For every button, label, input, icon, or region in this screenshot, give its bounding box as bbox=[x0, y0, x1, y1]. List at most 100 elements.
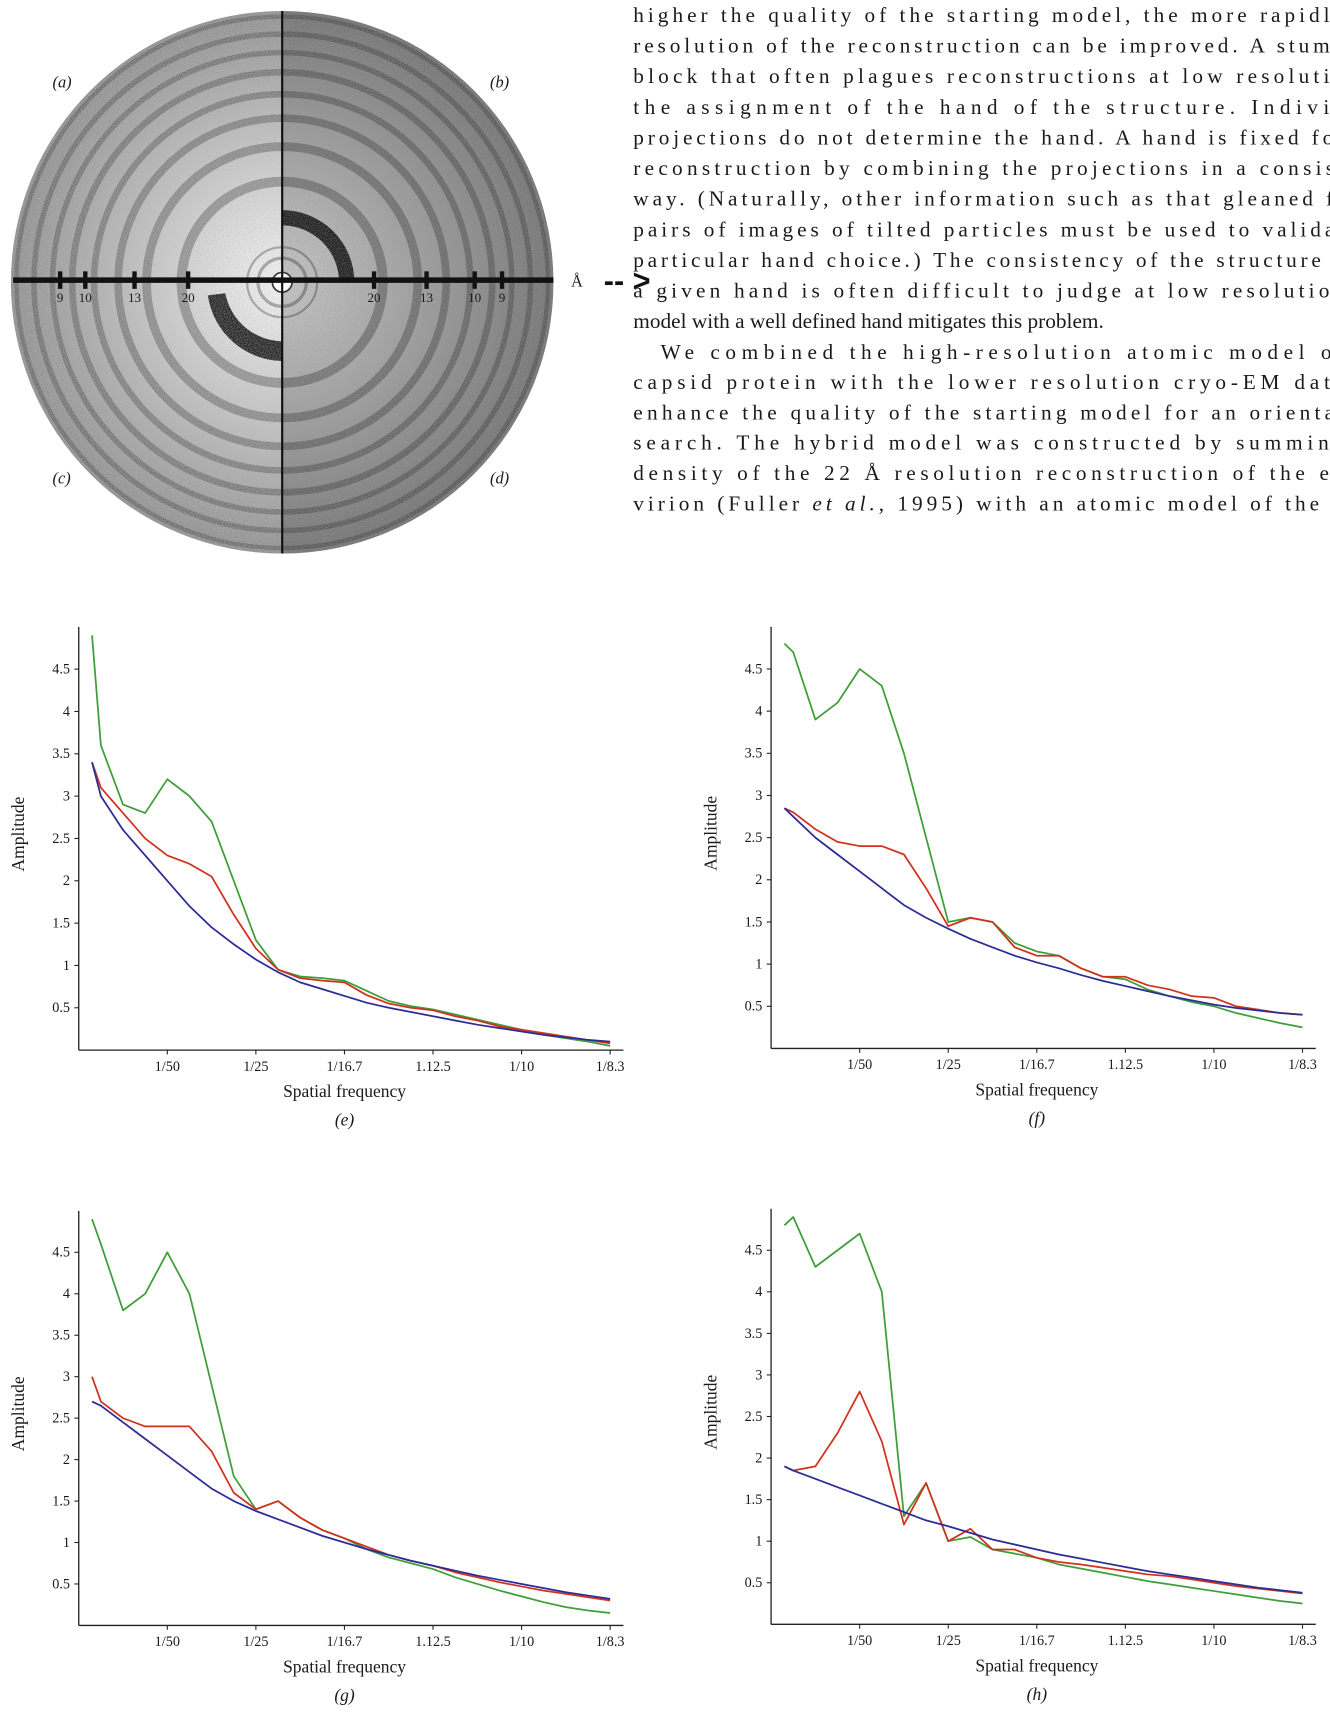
y-tick-label: 4.5 bbox=[745, 1243, 763, 1259]
text-line: projections do not determine the hand. A… bbox=[633, 125, 1330, 149]
y-tick-label: 1 bbox=[755, 1534, 762, 1550]
text-line: a given hand is often difficult to judge… bbox=[633, 279, 1330, 303]
unit-label: Å bbox=[571, 272, 583, 291]
chart: 0.5 1 1.5 2 2.5 3 3.5 4 4.5 1/50 1/25 1/16.7 1.12.5 1… bbox=[700, 1208, 1317, 1704]
y-tick-label: 3 bbox=[755, 1367, 762, 1383]
x-tick-label: 1/8.3 bbox=[596, 1059, 625, 1075]
scale-label: 10 bbox=[79, 290, 93, 305]
scale-label: 20 bbox=[182, 290, 196, 305]
x-tick-label: 1/10 bbox=[1201, 1057, 1226, 1073]
y-tick-label: 4 bbox=[755, 704, 762, 720]
panel-label: (g) bbox=[334, 1685, 355, 1705]
data-line bbox=[91, 1376, 611, 1602]
text-line: capsid protein with the lower resolution… bbox=[633, 370, 1330, 394]
x-tick-label: 1/50 bbox=[847, 1057, 872, 1073]
data-line bbox=[91, 1218, 611, 1614]
text-line: search. The hybrid model was constructed… bbox=[633, 431, 1330, 455]
body-text: higher the quality of the starting model… bbox=[633, 3, 1330, 515]
scale-label: 9 bbox=[57, 290, 64, 305]
x-tick-label: 1/50 bbox=[155, 1634, 180, 1650]
x-tick-label: 1/25 bbox=[936, 1057, 961, 1073]
y-axis-label: Amplitude bbox=[8, 796, 28, 871]
panel-label: (d) bbox=[490, 469, 509, 488]
scale-label: 13 bbox=[420, 290, 434, 305]
text-line: block that often plagues reconstructions… bbox=[633, 64, 1330, 88]
y-axis-label: Amplitude bbox=[8, 1376, 28, 1451]
y-tick-label: 4 bbox=[755, 1284, 762, 1300]
y-tick-label: 0.5 bbox=[52, 1576, 70, 1592]
data-line bbox=[91, 635, 611, 1047]
x-tick-label: 1/10 bbox=[509, 1634, 534, 1650]
x-tick-label: 1/16.7 bbox=[326, 1059, 362, 1075]
y-tick-label: 1 bbox=[63, 1535, 70, 1551]
text-line: density of the 22 Å resolution reconstru… bbox=[633, 461, 1330, 485]
text-line: virion (Fuller et al., 1995) with an ato… bbox=[633, 491, 1330, 515]
x-axis-label: Spatial frequency bbox=[283, 1081, 406, 1101]
y-tick-label: 0.5 bbox=[745, 1575, 763, 1591]
y-tick-label: 1.5 bbox=[52, 915, 70, 931]
panel-label: (h) bbox=[1027, 1684, 1048, 1704]
arrow-label: -- > bbox=[604, 264, 651, 298]
scale-label: 9 bbox=[499, 290, 506, 305]
y-tick-label: 1.5 bbox=[52, 1493, 70, 1509]
y-tick-label: 4.5 bbox=[52, 662, 70, 678]
panel-label: (f) bbox=[1029, 1108, 1046, 1128]
y-tick-label: 1 bbox=[755, 957, 762, 973]
x-axis-label: Spatial frequency bbox=[975, 1079, 1098, 1099]
y-tick-label: 4 bbox=[63, 704, 70, 720]
y-tick-label: 4.5 bbox=[745, 661, 763, 677]
text-line: resolution of the reconstruction can be … bbox=[633, 34, 1330, 58]
x-tick-label: 1/8.3 bbox=[1288, 1057, 1317, 1073]
y-tick-label: 3.5 bbox=[52, 1328, 70, 1344]
x-tick-label: 1/50 bbox=[155, 1059, 180, 1075]
charts: 0.5 1 1.5 2 2.5 3 3.5 4 4.5 1/50 1/25 1/16.7 1.12.5 1… bbox=[8, 626, 1317, 1705]
data-line bbox=[783, 1216, 1303, 1605]
y-tick-label: 2.5 bbox=[745, 1409, 763, 1425]
y-tick-label: 3 bbox=[63, 1369, 70, 1385]
y-tick-label: 2.5 bbox=[745, 830, 763, 846]
data-line bbox=[784, 1390, 1303, 1595]
y-tick-label: 3 bbox=[755, 788, 762, 804]
y-axis-label: Amplitude bbox=[700, 1374, 720, 1449]
panel-label: (a) bbox=[53, 73, 72, 92]
y-tick-label: 2 bbox=[63, 873, 70, 889]
y-tick-label: 2.5 bbox=[52, 1411, 70, 1427]
y-tick-label: 3.5 bbox=[52, 746, 70, 762]
x-tick-label: 1/50 bbox=[847, 1633, 872, 1649]
data-line bbox=[783, 807, 1303, 1016]
panel-label: (e) bbox=[335, 1110, 355, 1130]
text-line: way. (Naturally, other information such … bbox=[633, 187, 1330, 211]
panel-label: (c) bbox=[53, 469, 71, 488]
x-tick-label: 1.12.5 bbox=[1108, 1633, 1144, 1649]
text-line: model with a well defined hand mitigates… bbox=[633, 309, 1104, 333]
text-segment: , 1995) with an atomic model of the S bbox=[879, 491, 1330, 515]
scale-labels: 9 10 13 20 20 13 10 9 bbox=[57, 290, 506, 305]
y-tick-label: 4 bbox=[63, 1286, 70, 1302]
x-tick-label: 1/25 bbox=[243, 1059, 268, 1075]
data-line bbox=[784, 1465, 1303, 1594]
y-tick-label: 1 bbox=[63, 958, 70, 974]
y-tick-label: 3.5 bbox=[745, 746, 763, 762]
data-line bbox=[91, 761, 611, 1045]
panel-labels: (a) (b) (c) (d) bbox=[53, 73, 510, 488]
text-line: pairs of images of tilted particles must… bbox=[633, 217, 1330, 241]
text-line: We combined the high-resolution atomic m… bbox=[661, 340, 1330, 364]
x-tick-label: 1.12.5 bbox=[415, 1059, 451, 1075]
y-tick-label: 3 bbox=[63, 789, 70, 805]
y-tick-label: 2 bbox=[63, 1452, 70, 1468]
x-tick-label: 1/25 bbox=[936, 1633, 961, 1649]
y-tick-label: 1.5 bbox=[745, 914, 763, 930]
y-tick-label: 3.5 bbox=[745, 1326, 763, 1342]
x-tick-label: 1/16.7 bbox=[1019, 1633, 1055, 1649]
x-axis-label: Spatial frequency bbox=[975, 1655, 1098, 1675]
data-line bbox=[91, 1400, 611, 1600]
x-tick-label: 1/16.7 bbox=[1019, 1057, 1055, 1073]
y-tick-label: 0.5 bbox=[52, 1000, 70, 1016]
scale-label: 10 bbox=[468, 290, 482, 305]
y-tick-label: 4.5 bbox=[52, 1245, 70, 1261]
y-tick-label: 2 bbox=[755, 872, 762, 888]
text-line: the assignment of the hand of the struct… bbox=[633, 95, 1330, 119]
data-line bbox=[91, 762, 611, 1043]
data-line bbox=[783, 643, 1303, 1029]
